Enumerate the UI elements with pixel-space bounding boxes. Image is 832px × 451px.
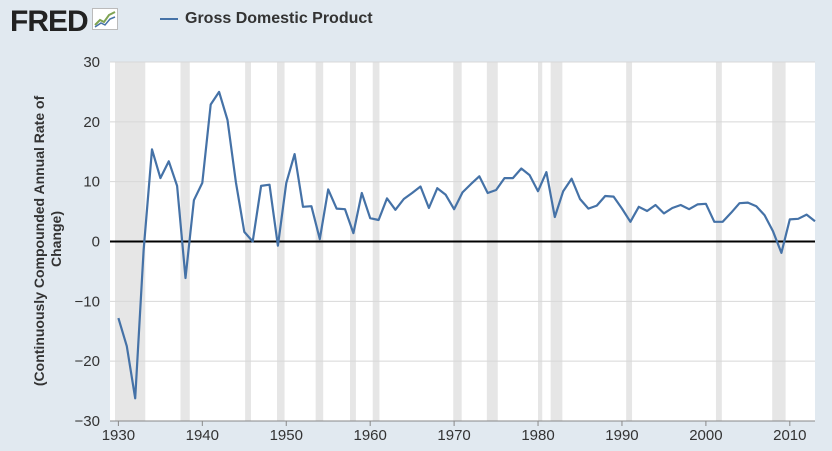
gdp-series-line <box>117 90 816 400</box>
legend-swatch <box>160 18 178 20</box>
y-tick-label: 0 <box>92 234 100 251</box>
line-chart-icon <box>91 8 118 35</box>
y-tick-label: −30 <box>75 413 100 430</box>
x-tick-label: 1930 <box>102 427 135 444</box>
y-axis-label: (Continuously Compounded Annual Rate of … <box>31 92 64 386</box>
x-tick-label: 1960 <box>353 427 386 444</box>
y-tick-label: 10 <box>83 174 100 191</box>
chart-legend[interactable]: Gross Domestic Product <box>160 10 373 28</box>
x-tick-label: 1980 <box>521 427 554 444</box>
x-tick-label: 1940 <box>186 427 219 444</box>
y-tick-label: −20 <box>75 353 100 370</box>
x-tick-label: 1970 <box>437 427 470 444</box>
x-tick-label: 1990 <box>605 427 638 444</box>
y-tick-label: 30 <box>83 54 100 71</box>
legend-label: Gross Domestic Product <box>185 10 373 27</box>
y-tick-label: 20 <box>83 114 100 131</box>
fred-logo[interactable]: FRED <box>10 6 118 38</box>
x-axis-ticks: 1930 1940 1950 1960 1970 1980 1990 2000 2010 <box>102 420 815 444</box>
x-tick-label: 1950 <box>270 427 303 444</box>
y-axis-ticks: 30 20 10 0 −10 −20 −30 <box>75 54 100 430</box>
x-tick-label: 2010 <box>773 427 806 444</box>
fred-logo-text: FRED <box>10 5 89 38</box>
chart-header: FRED Gross Domestic Product <box>0 0 832 48</box>
y-axis-label-line-2: Change) <box>48 211 64 267</box>
y-tick-label: −10 <box>75 293 100 310</box>
x-tick-label: 2000 <box>689 427 722 444</box>
y-axis-label-line-1: (Continuously Compounded Annual Rate of <box>31 95 47 386</box>
